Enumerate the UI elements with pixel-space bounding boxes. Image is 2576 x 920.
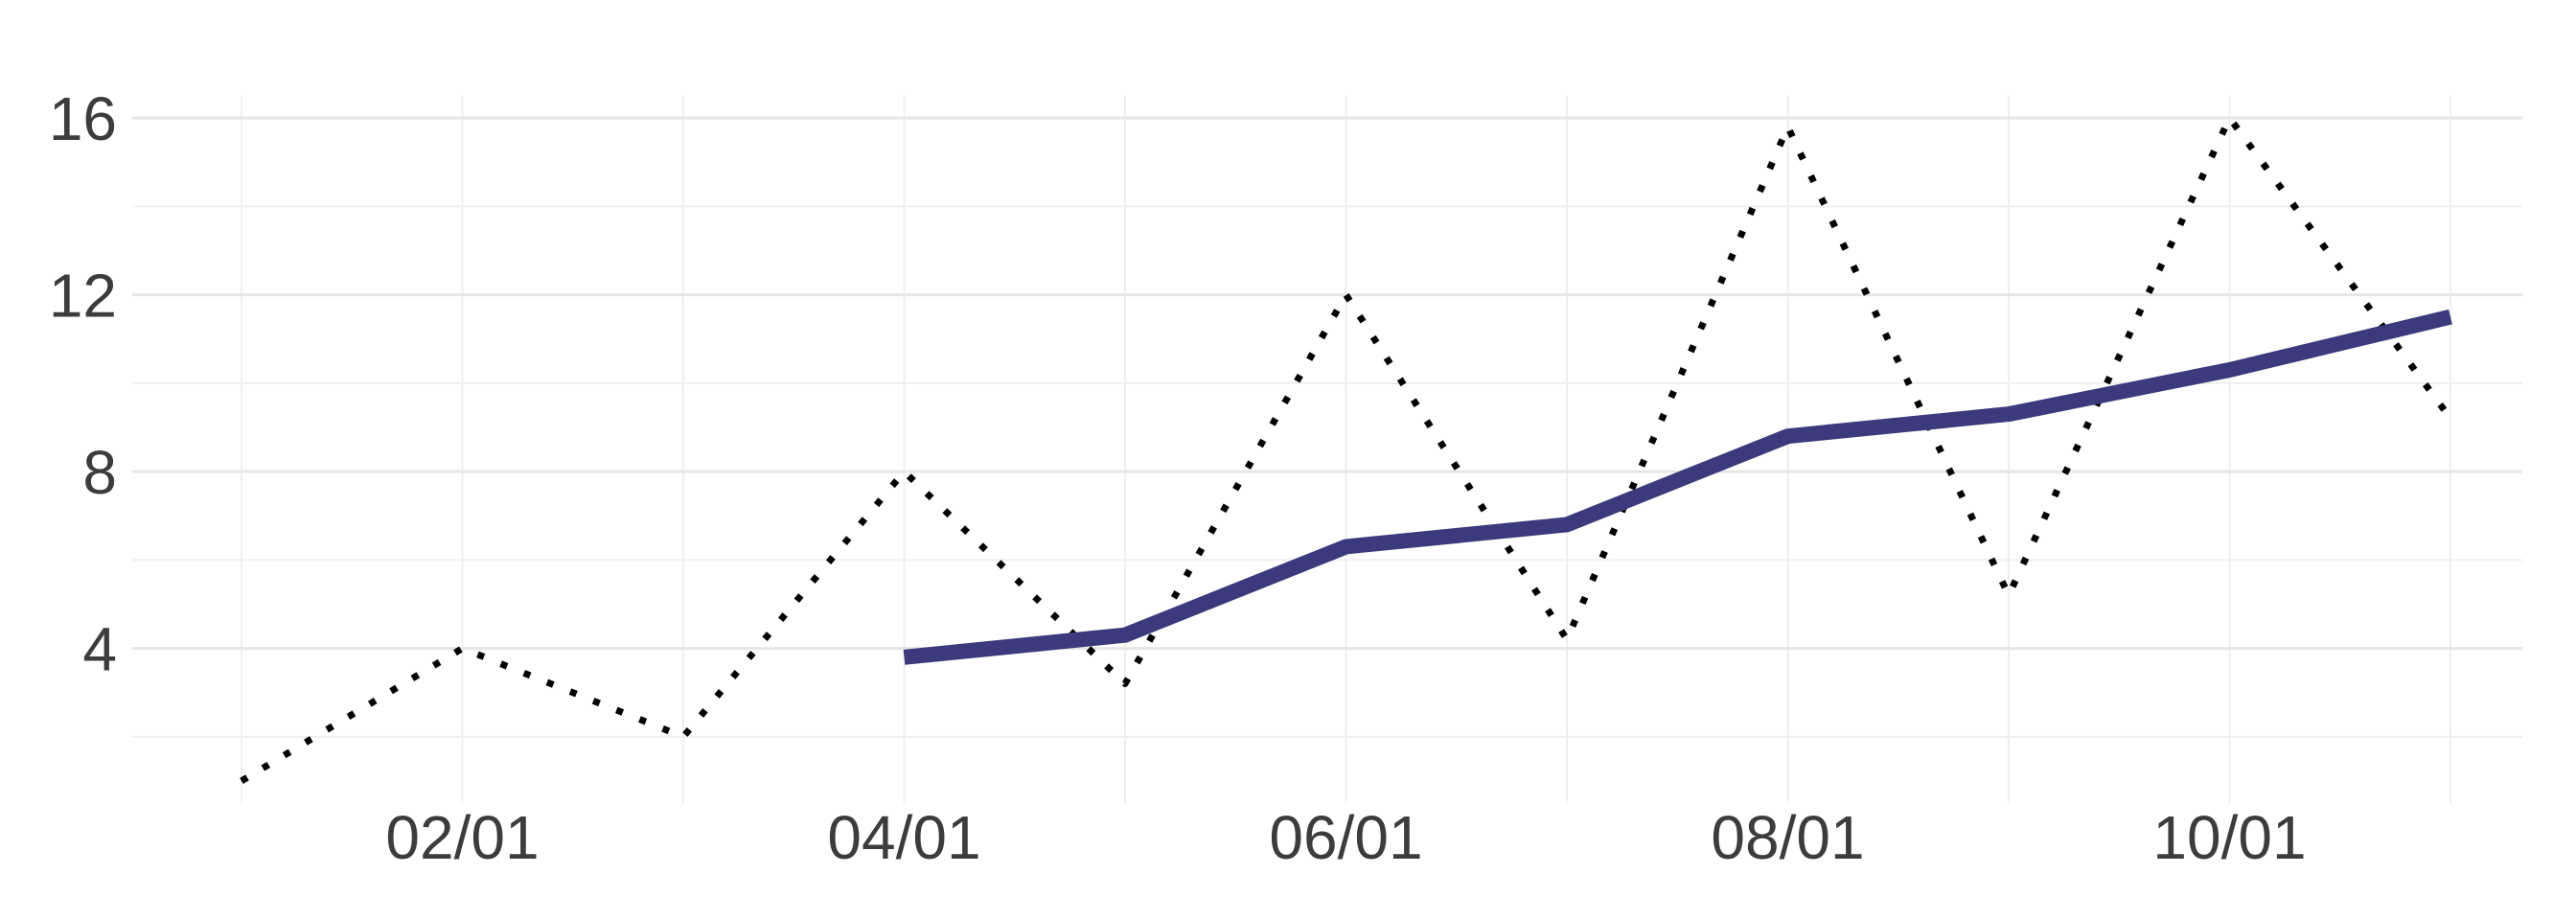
y-axis-tick-labels: 4 8 12 16 (49, 84, 117, 684)
y-tick-label: 4 (82, 615, 117, 684)
y-tick-label: 12 (49, 262, 117, 331)
x-tick-label: 06/01 (1269, 803, 1422, 872)
x-tick-label: 08/01 (1711, 803, 1864, 872)
solid-series-line (903, 309, 2452, 665)
x-axis-tick-labels: 02/01 04/01 06/01 08/01 10/01 (385, 803, 2306, 872)
x-tick-label: 10/01 (2152, 803, 2306, 872)
gridlines (132, 96, 2522, 803)
y-tick-label: 16 (49, 84, 117, 153)
series-lines (240, 114, 2453, 784)
y-tick-label: 8 (82, 438, 117, 507)
x-tick-label: 02/01 (385, 803, 539, 872)
x-tick-label: 04/01 (827, 803, 980, 872)
